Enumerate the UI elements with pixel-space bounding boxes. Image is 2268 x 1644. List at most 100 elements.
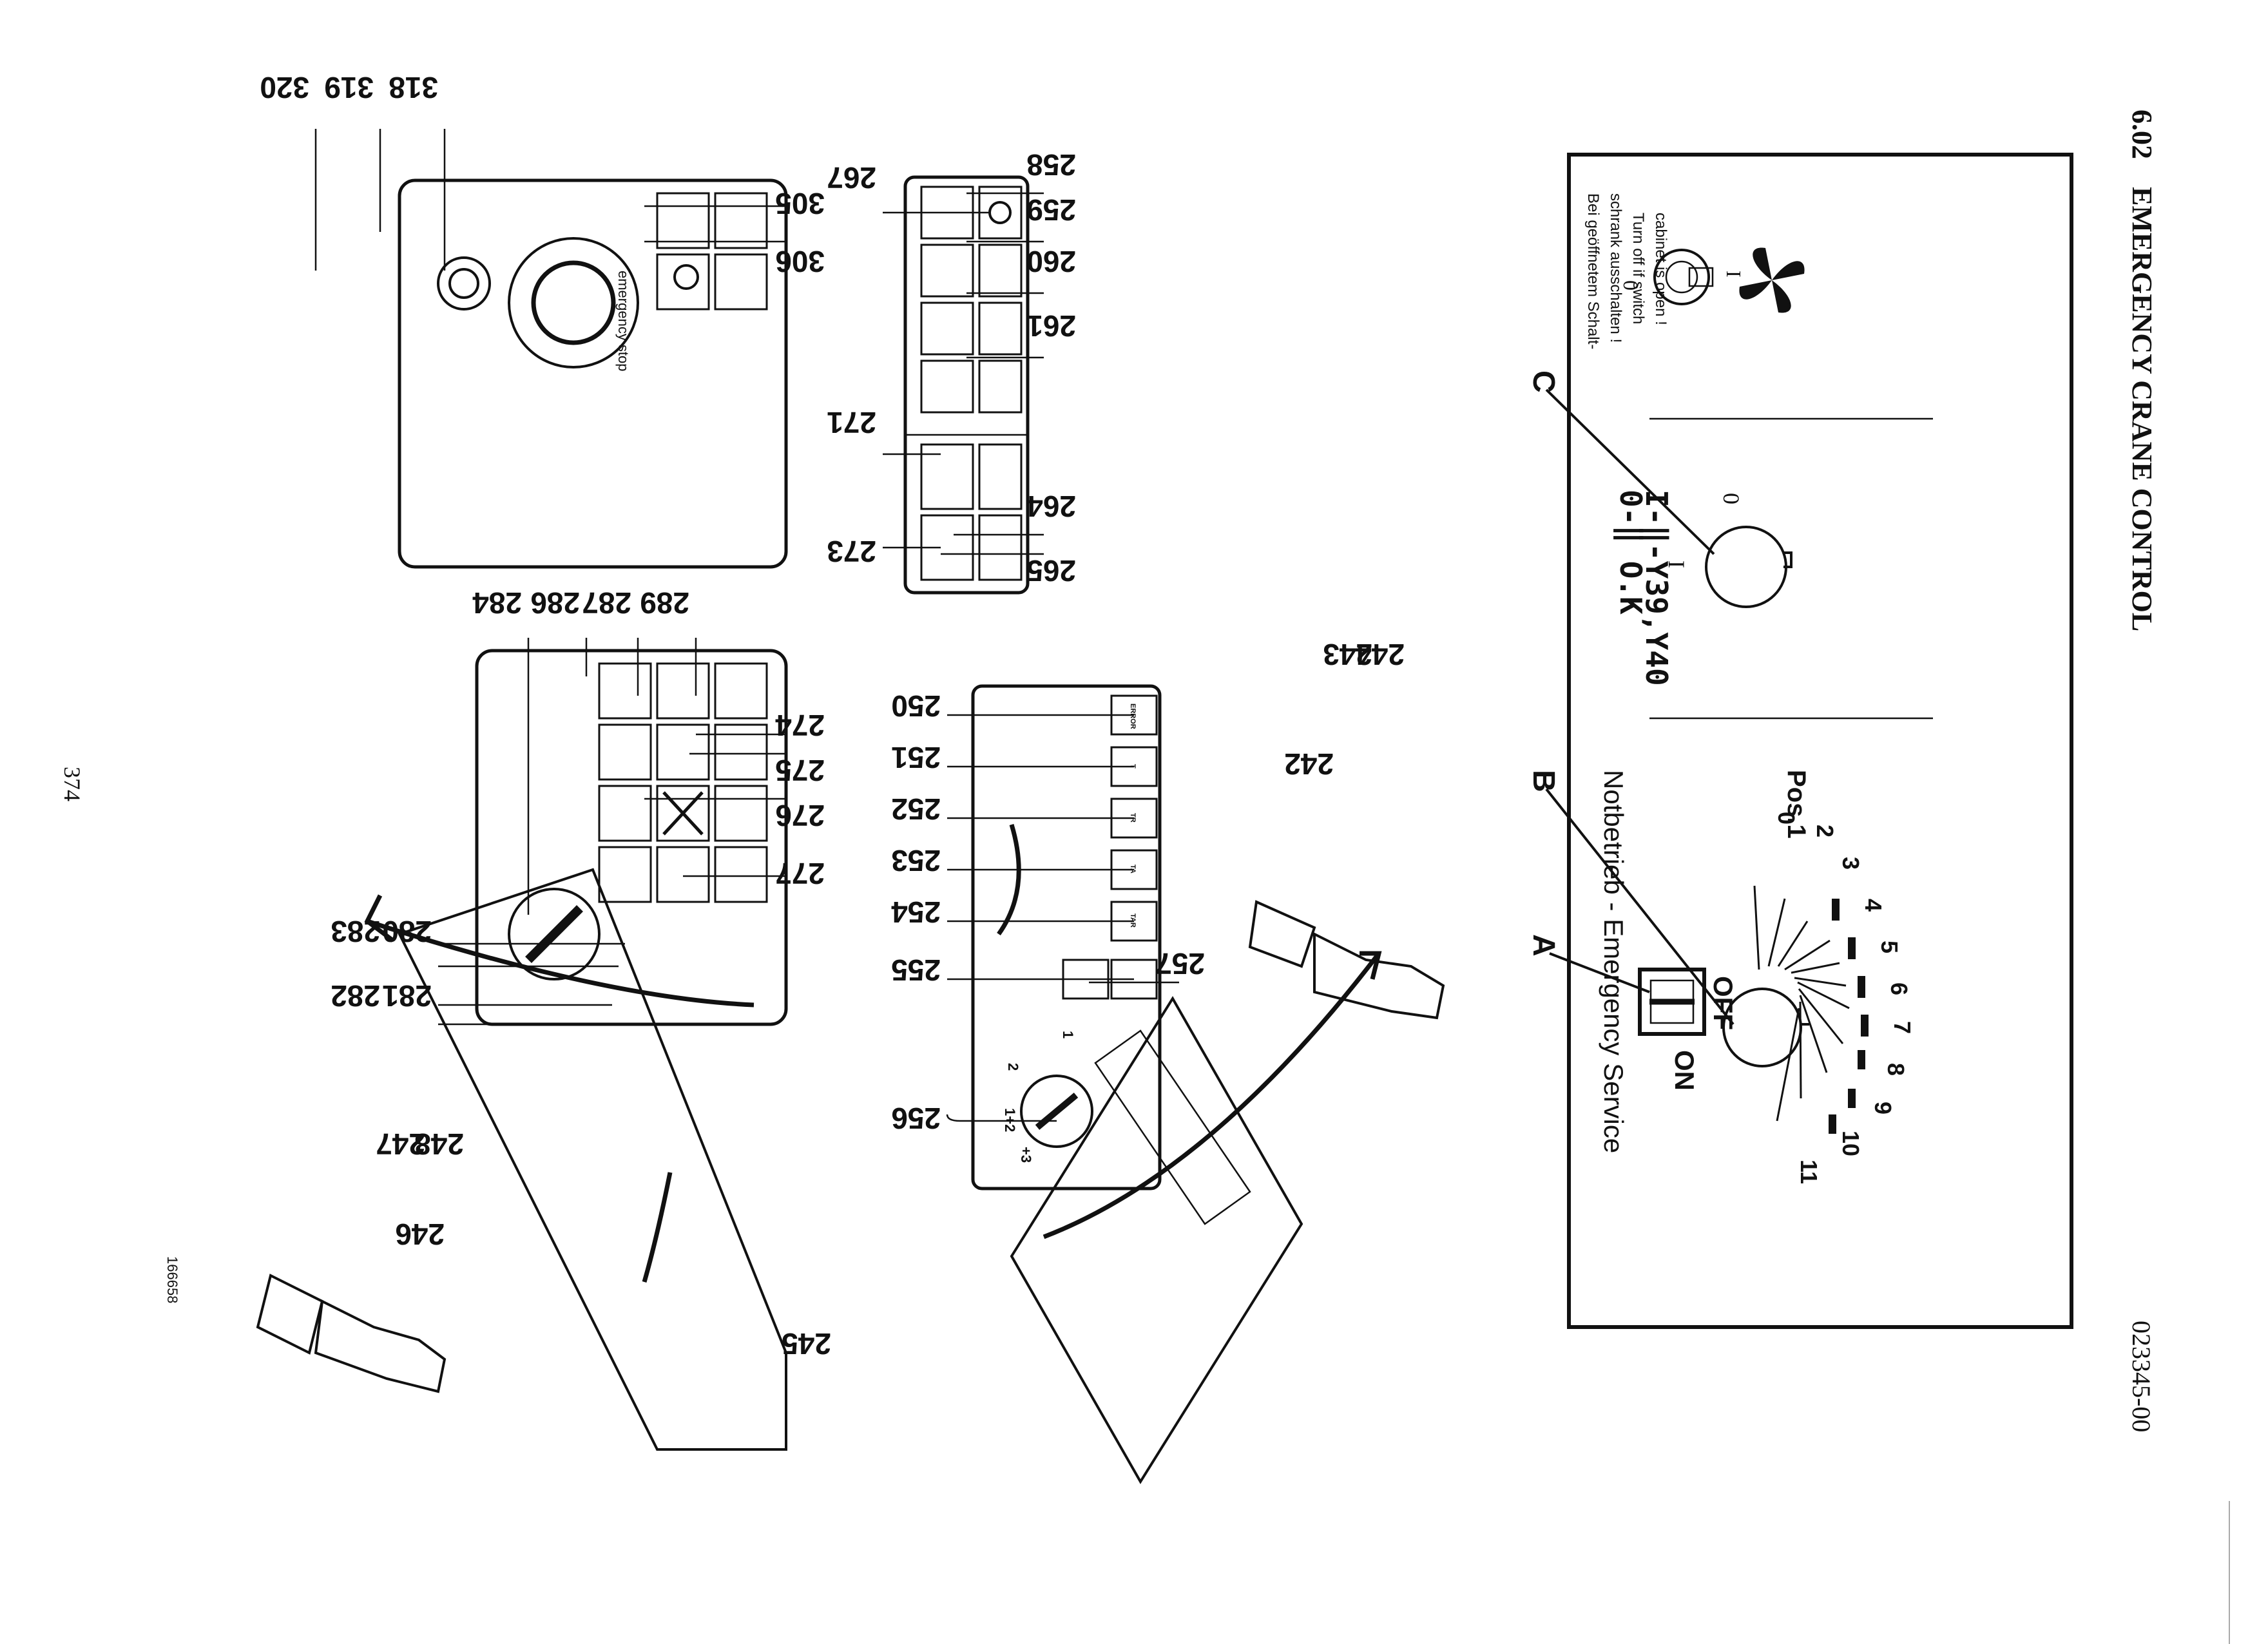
selector-position-8: 8 (1883, 1063, 1909, 1076)
switch-panel-upper (903, 175, 1030, 595)
callout-250: 250 (891, 689, 941, 723)
mode-dial-label-3: +3 (1018, 1147, 1034, 1163)
key-switch-section: 0-‖ O.K I-‖-Y39,Y40 0 I (1613, 490, 1792, 686)
callout-260: 260 (1026, 245, 1076, 278)
callout-254: 254 (891, 895, 941, 929)
mode-dial-label-2: 2 (1005, 1063, 1021, 1071)
fan-switch[interactable] (1653, 249, 1714, 305)
callout-275: 275 (775, 754, 825, 787)
mode-key-label-error: ERROR (1129, 703, 1137, 729)
cab-illustration (256, 823, 1445, 1484)
notice-de-line-1: Bei geöffnetem Schalt- (1584, 193, 1602, 349)
arrow-right (1043, 951, 1381, 1239)
callout-252: 252 (891, 792, 941, 826)
console (398, 868, 787, 1451)
callout-259: 259 (1026, 193, 1076, 227)
selector-position-5: 5 (1876, 941, 1903, 953)
callout-248: 248 (414, 1127, 464, 1161)
callout-305: 305 (775, 187, 825, 220)
page-header: 6.02 EMERGENCY CRANE CONTROL 023345-00 (2126, 110, 2158, 1432)
selector-pos-label: Pos.1 (1782, 770, 1811, 839)
callout-286: 286 (530, 586, 580, 620)
page-number: 374 (59, 767, 85, 801)
mode-panel: ERROR T TR TA TAR 1 2 1+2 +3 (971, 684, 1162, 1190)
callout-320: 320 (260, 71, 309, 104)
lock-panel: emergency stop (398, 178, 788, 569)
notice-section: Bei geöffnetem Schalt- schrank ausschalt… (1584, 193, 1805, 349)
joystick-right (1313, 932, 1445, 1020)
callout-306: 306 (775, 245, 825, 278)
callout-282: 282 (331, 979, 380, 1013)
mode-dial[interactable] (1020, 1075, 1093, 1148)
key-switch-position-i: I (1664, 560, 1689, 568)
callout-277: 277 (775, 857, 825, 890)
notice-de-line-2: schrank ausschalten ! (1607, 193, 1624, 343)
main-switch[interactable] (1638, 968, 1706, 1036)
letter-b: B (1526, 770, 1561, 792)
indicator-lamp (673, 264, 699, 290)
callout-242: 242 (1284, 747, 1334, 781)
callout-276: 276 (775, 799, 825, 832)
key-switch-knob[interactable] (1705, 526, 1792, 608)
callout-251: 251 (891, 741, 941, 774)
selector-position-labels: 0 2 3 4 5 6 7 8 9 10 11 (1773, 812, 1916, 1184)
callout-267: 267 (827, 161, 876, 195)
selector-title: Notbetrieb - Emergency Service (1599, 770, 1629, 1153)
callout-271: 271 (827, 406, 876, 439)
key-switch-position-0: 0 (1718, 493, 1744, 504)
joystick-left (314, 1299, 447, 1393)
mode-dial-label-1-2: 1+2 (1002, 1108, 1018, 1132)
doc-number: 023345-00 (2127, 1321, 2156, 1432)
selector-position-6: 6 (1886, 982, 1912, 995)
callouts-upper-panel: 258 259 260 261 264 265 267 271 273 (827, 148, 1076, 588)
selector-section: Notbetrieb - Emergency Service Pos.1 (1599, 770, 1916, 1184)
callout-318: 318 (389, 71, 438, 104)
callout-257: 257 (1155, 947, 1205, 980)
section-number: 6.02 (2126, 110, 2158, 159)
callout-274: 274 (775, 709, 825, 742)
selector-position-7: 7 (1889, 1021, 1916, 1034)
selector-position-4: 4 (1860, 899, 1887, 912)
callout-287: 287 (582, 586, 631, 620)
callout-246: 246 (395, 1218, 445, 1251)
callouts-lock-panel: 305 306 318 319 320 (260, 71, 825, 278)
letter-c: C (1526, 370, 1561, 393)
callout-261: 261 (1026, 309, 1076, 343)
callout-247: 247 (376, 1127, 425, 1161)
callout-264: 264 (1026, 490, 1076, 523)
key-lock[interactable] (437, 256, 491, 311)
keypad-selector-dial[interactable] (508, 888, 601, 980)
callout-244: 244 (1355, 638, 1405, 671)
main-switch-on-label: ON (1669, 1050, 1700, 1091)
callout-319: 319 (324, 71, 374, 104)
power-icon (988, 201, 1012, 224)
selector-ticks (1753, 885, 1850, 1122)
callout-273: 273 (827, 535, 876, 568)
callout-289: 289 (640, 586, 689, 620)
mode-dial-label-1: 1 (1060, 1031, 1076, 1038)
selector-position-3: 3 (1838, 857, 1864, 870)
callouts-mode-panel: 250 251 252 253 254 255 256 257 (891, 689, 1205, 1135)
main-switch-off-label: OFF (1708, 976, 1738, 1030)
emergency-stop-dial-text: emergency stop (615, 271, 631, 372)
selector-position-10: 10 (1838, 1131, 1864, 1156)
callout-283: 283 (331, 915, 380, 948)
emergency-stop-dial[interactable] (508, 237, 639, 368)
selector-position-11: 11 (1796, 1160, 1822, 1184)
callout-265: 265 (1026, 554, 1076, 588)
arrow-left (366, 919, 754, 1008)
callout-243: 243 (1323, 638, 1372, 671)
callout-258: 258 (1026, 148, 1076, 182)
panel-letter-labels: C B A (1526, 370, 1735, 1026)
callout-245: 245 (782, 1327, 831, 1361)
selector-position-0: 0 (1773, 812, 1800, 825)
letter-a: A (1526, 934, 1561, 957)
callout-256: 256 (891, 1102, 941, 1135)
switch-panel-upper-keys[interactable] (920, 186, 1023, 581)
figure-number: 166658 (164, 1256, 180, 1303)
selector-position-2: 2 (1812, 825, 1838, 837)
seat (1010, 996, 1303, 1484)
emergency-control-panel: Bei geöffnetem Schalt- schrank ausschalt… (1567, 153, 2073, 1329)
